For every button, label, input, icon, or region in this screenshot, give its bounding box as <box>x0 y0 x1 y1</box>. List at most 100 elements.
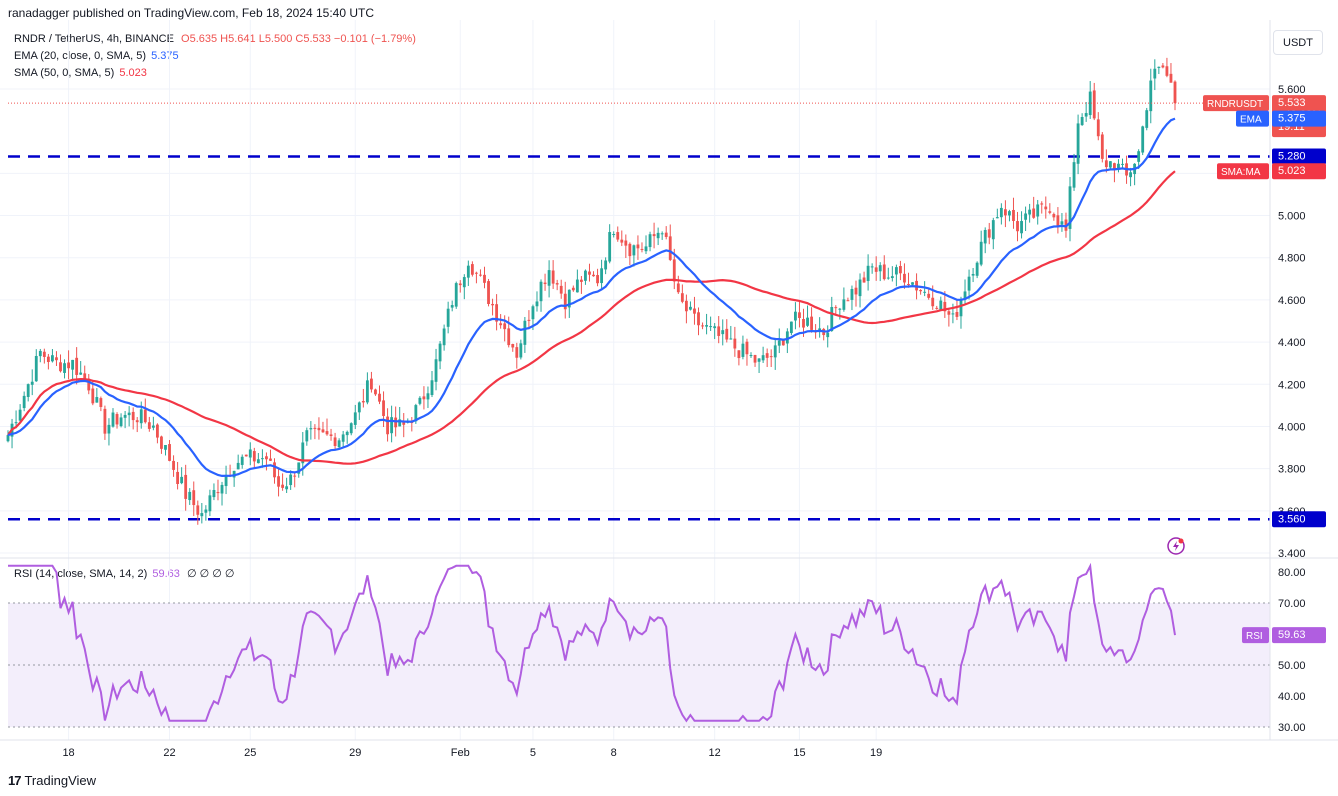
candle-body <box>59 362 62 372</box>
candle-body <box>842 299 846 310</box>
candle-body <box>689 306 692 310</box>
candle-body <box>1040 203 1044 205</box>
candle-body <box>309 428 313 430</box>
candle-body <box>414 405 418 422</box>
candle-body <box>729 338 733 340</box>
candle-body <box>951 313 955 315</box>
candle-body <box>919 290 923 292</box>
candle-body <box>208 495 212 512</box>
candle-body <box>6 435 10 442</box>
rsi-legend[interactable]: RSI (14, close, SMA, 14, 2) 59.63 ∅ ∅ ∅ … <box>14 567 234 580</box>
candle-body <box>935 307 939 309</box>
candle-body <box>333 437 337 447</box>
candle-body <box>604 260 608 270</box>
candle-body <box>1145 110 1149 128</box>
candle-body <box>252 451 256 462</box>
candle-body <box>301 442 305 464</box>
price-axis-ticks: 5.600 5.200 5.000 4.800 4.600 4.400 4.200 4.000… <box>1278 84 1306 560</box>
candle-body <box>636 244 640 249</box>
candle-body <box>466 265 470 278</box>
candle-body <box>499 323 503 326</box>
candle-body <box>705 325 708 327</box>
candle-body <box>612 234 616 236</box>
candle-body <box>519 343 523 358</box>
candle-body <box>1088 91 1092 116</box>
symbol-legend: RNDR / TetherUS, 4h, BINANCE O5.635 H5.6… <box>14 33 416 45</box>
sma-legend[interactable]: SMA (50, 0, SMA, 5) 5.023 <box>14 67 147 79</box>
rsi-name-tag: RSI <box>1242 627 1269 644</box>
candle-body <box>1092 90 1096 119</box>
candle-body <box>882 264 886 280</box>
candle-body <box>491 303 494 306</box>
candle-body <box>147 422 151 429</box>
candle-body <box>10 423 14 437</box>
rsi-legend-value: 59.63 <box>152 568 180 580</box>
candle-body <box>1149 80 1153 112</box>
candle-body <box>551 270 555 284</box>
candle-body <box>741 343 745 357</box>
candle-body <box>668 236 672 260</box>
candle-body <box>858 279 862 297</box>
candle-body <box>1084 113 1088 117</box>
candle-body <box>410 420 414 424</box>
symbol-label[interactable]: RNDR / TetherUS, 4h, BINANCE <box>14 33 174 45</box>
candle-body <box>196 505 200 515</box>
ema-value-tag: 5.375 <box>1272 110 1326 127</box>
candle-body <box>248 449 252 458</box>
candle-body <box>289 474 293 486</box>
publish-caption: ranadagger published on TradingView.com,… <box>8 6 375 20</box>
candle-body <box>608 232 612 262</box>
candle-body <box>620 239 624 243</box>
candle-body <box>378 393 381 402</box>
candle-body <box>442 328 446 346</box>
candle-body <box>628 243 632 257</box>
candle-body <box>1117 163 1120 170</box>
candle-body <box>874 267 878 272</box>
candle-body <box>224 474 228 487</box>
candle-body <box>188 491 192 501</box>
candle-body <box>915 280 918 291</box>
candle-body <box>563 293 567 310</box>
candle-body <box>802 318 805 328</box>
ema-legend[interactable]: EMA (20, close, 0, SMA, 5) 5.375 <box>14 50 179 62</box>
candle-body <box>1165 66 1169 76</box>
candle-body <box>676 283 680 293</box>
candle-body <box>660 233 664 235</box>
candle-body <box>430 380 434 396</box>
candle-body <box>1020 221 1023 234</box>
candle-body <box>470 264 474 275</box>
candle-body <box>200 513 204 517</box>
candle-body <box>317 427 321 431</box>
candle-body <box>51 355 54 362</box>
candle-body <box>693 308 696 314</box>
candle-body <box>559 285 563 294</box>
price-tick-label: 4.200 <box>1278 379 1306 391</box>
candle-body <box>192 490 196 506</box>
ohlc-values: O5.635 H5.641 L5.500 C5.533 −0.101 (−1.7… <box>181 33 416 45</box>
candle-body <box>1016 221 1019 232</box>
candle-body <box>1076 123 1080 164</box>
candle-body <box>596 275 599 284</box>
candle-body <box>119 417 123 427</box>
candle-body <box>46 356 50 363</box>
candle-body <box>422 396 426 400</box>
tradingview-logo[interactable]: 17 TradingView <box>8 773 96 788</box>
candle-body <box>584 270 587 281</box>
candle-body <box>866 265 870 282</box>
candle-body <box>293 475 297 477</box>
candle-body <box>983 229 987 244</box>
candle-body <box>483 274 486 283</box>
candle-body <box>1096 119 1100 137</box>
candle-body <box>406 421 410 423</box>
candle-body <box>265 456 268 460</box>
candle-body <box>717 326 721 336</box>
candle-body <box>640 248 644 250</box>
candle-body <box>155 424 159 438</box>
candle-body <box>818 328 822 332</box>
candle-body <box>386 416 389 435</box>
currency-button[interactable]: USDT <box>1273 30 1323 55</box>
candle-body <box>907 284 910 286</box>
ema-value-tag-bg <box>1272 110 1326 127</box>
candle-body <box>87 378 91 391</box>
